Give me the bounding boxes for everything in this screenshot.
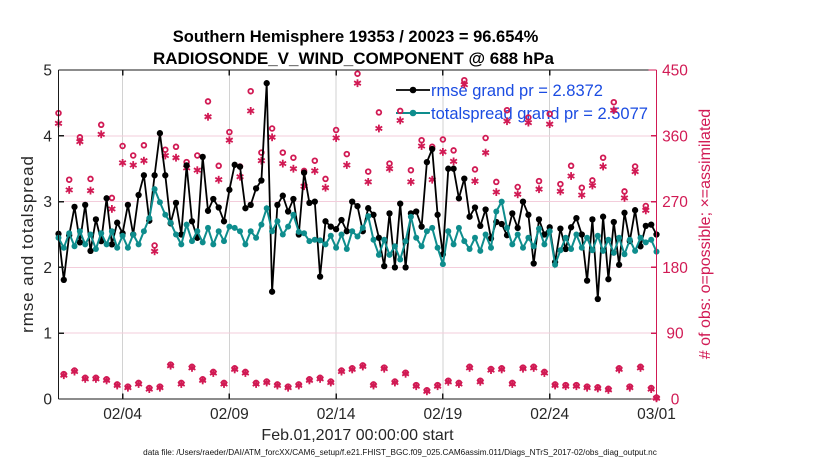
svg-text:360: 360 [662, 128, 688, 145]
svg-text:data file: /Users/raeder/DAI/A: data file: /Users/raeder/DAI/ATM_forcXX/… [143, 448, 657, 457]
svg-text:02/04: 02/04 [103, 406, 142, 423]
svg-text:3: 3 [43, 194, 52, 211]
svg-text:rmse and totalspread: rmse and totalspread [18, 155, 37, 333]
svg-text:02/24: 02/24 [530, 406, 569, 423]
svg-text:1: 1 [43, 326, 52, 343]
svg-text:5: 5 [43, 63, 52, 80]
svg-text:450: 450 [662, 63, 688, 80]
svg-text:4: 4 [43, 128, 52, 145]
svg-text:02/14: 02/14 [317, 406, 356, 423]
svg-text:02/19: 02/19 [424, 406, 463, 423]
svg-text:02/09: 02/09 [210, 406, 249, 423]
svg-text:2: 2 [43, 260, 52, 277]
svg-text:RADIOSONDE_V_WIND_COMPONENT @: RADIOSONDE_V_WIND_COMPONENT @ 688 hPa [153, 49, 555, 68]
svg-text:rmse grand pr = 2.8372: rmse grand pr = 2.8372 [431, 82, 603, 100]
svg-text:270: 270 [662, 194, 688, 211]
svg-text:Southern Hemisphere 19353 / 20: Southern Hemisphere 19353 / 20023 = 96.6… [173, 28, 539, 46]
svg-text:180: 180 [662, 260, 688, 277]
svg-text:totalspread grand pr = 2.5077: totalspread grand pr = 2.5077 [431, 105, 648, 123]
svg-text:03/01: 03/01 [637, 406, 676, 423]
svg-text:0: 0 [43, 392, 52, 409]
svg-text:# of obs: o=possible; ×=assimi: # of obs: o=possible; ×=assimilated [697, 109, 714, 359]
svg-text:0: 0 [671, 392, 680, 409]
svg-text:90: 90 [666, 326, 684, 343]
svg-text:Feb.01,2017 00:00:00 start: Feb.01,2017 00:00:00 start [261, 427, 454, 444]
